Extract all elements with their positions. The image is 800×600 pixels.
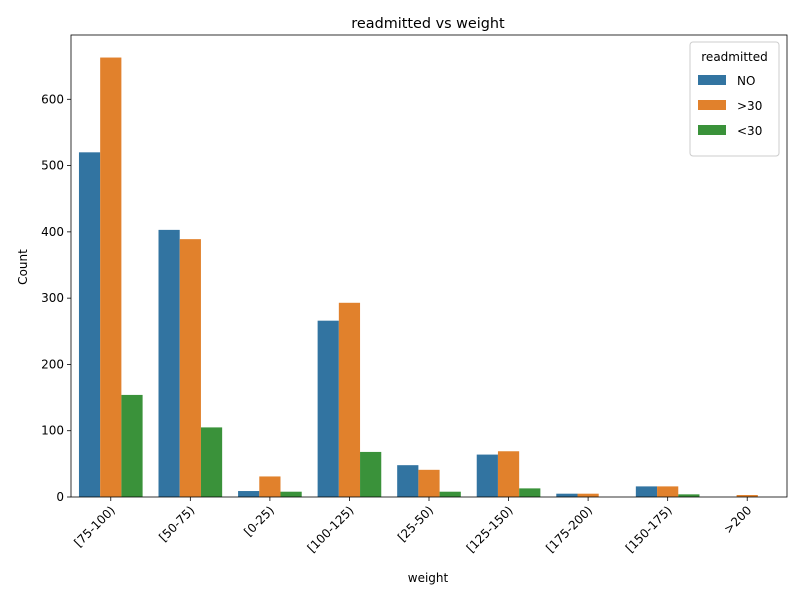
- bar-<30-[0-25): [280, 491, 302, 497]
- chart-title: readmitted vs weight: [351, 16, 505, 32]
- legend-swatch: [698, 100, 726, 110]
- bar->30-[50-75): [179, 239, 201, 497]
- legend-swatch: [698, 125, 726, 135]
- bar-<30-[100-125): [360, 451, 382, 497]
- bar-<30-[125-150): [519, 488, 541, 497]
- bars: [78, 57, 758, 497]
- bar-NO-[100-125): [317, 320, 339, 497]
- bar-NO-[150-175): [635, 486, 658, 497]
- legend-swatch: [698, 75, 726, 85]
- legend: readmitted NO >30 <30: [689, 41, 780, 157]
- bar->30->200: [736, 495, 758, 497]
- bar-NO-[125-150): [476, 454, 498, 497]
- axes-frame: [70, 34, 788, 498]
- bar->30-[0-25): [259, 476, 281, 497]
- y-tick-label: 300: [41, 291, 64, 305]
- bar-<30-[75-100): [121, 394, 143, 497]
- x-axis-label: weight: [408, 571, 449, 585]
- legend-entry: <30: [737, 124, 762, 138]
- y-axis-ticks: 0 100 200 300 400 500 600: [41, 92, 71, 504]
- bar->30-[100-125): [338, 302, 361, 497]
- bar-<30-[150-175): [678, 494, 700, 497]
- bar-NO-[175-200): [556, 493, 578, 497]
- y-tick-label: 400: [41, 225, 64, 239]
- bar-NO-[25-50): [397, 465, 419, 497]
- legend-entry: NO: [737, 74, 755, 88]
- bar-NO-[0-25): [238, 491, 260, 497]
- bar-NO-[50-75): [158, 229, 180, 497]
- plot-border: [70, 34, 788, 498]
- y-tick-label: 100: [41, 424, 64, 438]
- bar-NO-[75-100): [78, 152, 101, 497]
- bar->30-[25-50): [418, 469, 440, 497]
- legend-title: readmitted: [701, 50, 767, 64]
- y-tick-label: 600: [41, 92, 64, 106]
- y-tick-label: 200: [41, 357, 64, 371]
- y-tick-label: 0: [56, 490, 64, 504]
- y-tick-label: 500: [41, 159, 64, 173]
- bar->30-[150-175): [657, 486, 679, 497]
- legend-entry: >30: [737, 99, 762, 113]
- bar-<30-[50-75): [200, 427, 223, 497]
- y-axis-label: Count: [16, 249, 30, 285]
- bar-<30-[25-50): [439, 491, 461, 497]
- bar->30-[75-100): [100, 57, 122, 497]
- bar->30-[175-200): [577, 493, 599, 497]
- bar->30-[125-150): [497, 451, 520, 497]
